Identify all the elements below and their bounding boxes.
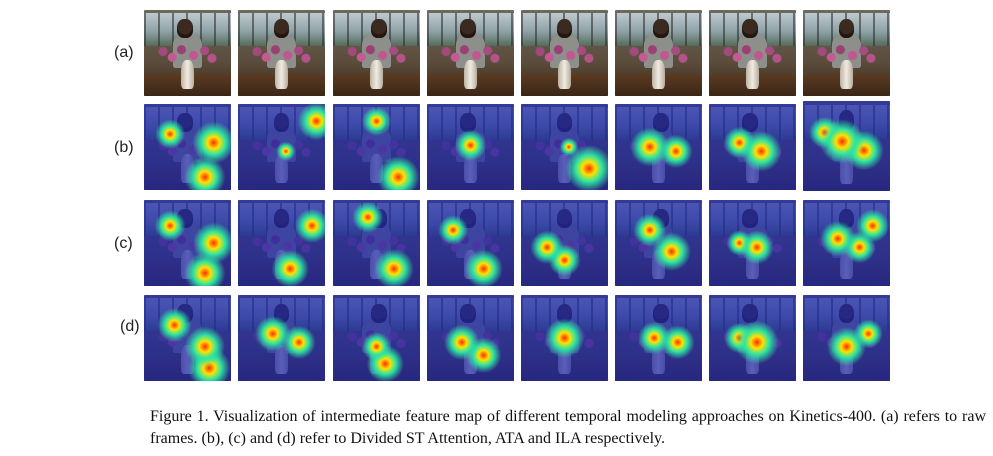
frame-b-4 — [427, 104, 514, 190]
row-label-b: (b) — [114, 139, 134, 156]
frame-a-3 — [333, 10, 420, 96]
frame-a-8 — [803, 10, 890, 96]
frame-b-5 — [521, 104, 608, 190]
frame-b-6 — [615, 104, 702, 190]
frame-d-1 — [144, 295, 231, 381]
frame-d-2 — [238, 295, 325, 381]
frame-c-3 — [333, 200, 420, 286]
frame-b-7 — [709, 104, 796, 190]
frame-a-2 — [238, 10, 325, 96]
row-label-d: (d) — [120, 318, 140, 335]
frame-c-4 — [427, 200, 514, 286]
frame-c-1 — [144, 200, 231, 286]
frame-c-5 — [521, 200, 608, 286]
row-label-c: (c) — [114, 235, 133, 252]
frame-d-7 — [709, 295, 796, 381]
frame-c-6 — [615, 200, 702, 286]
row-label-a: (a) — [114, 44, 134, 61]
frame-d-5 — [521, 295, 608, 381]
frame-a-6 — [615, 10, 702, 96]
frame-d-8 — [803, 295, 890, 381]
frame-d-3 — [333, 295, 420, 381]
frame-c-7 — [709, 200, 796, 286]
frame-b-2 — [238, 104, 325, 190]
frame-a-5 — [521, 10, 608, 96]
figure-caption: Figure 1. Visualization of intermediate … — [150, 408, 986, 447]
frame-a-4 — [427, 10, 514, 96]
frame-b-8 — [803, 101, 890, 191]
frame-a-7 — [709, 10, 796, 96]
figure-grid: (a) (b) (c) (d) — [114, 10, 890, 381]
frame-d-4 — [427, 295, 514, 381]
frame-d-6 — [615, 295, 702, 381]
frame-b-1 — [144, 104, 231, 190]
frame-c-8 — [803, 200, 890, 286]
frame-c-2 — [238, 200, 325, 286]
frame-b-3 — [333, 104, 420, 190]
frame-a-1 — [144, 10, 231, 96]
